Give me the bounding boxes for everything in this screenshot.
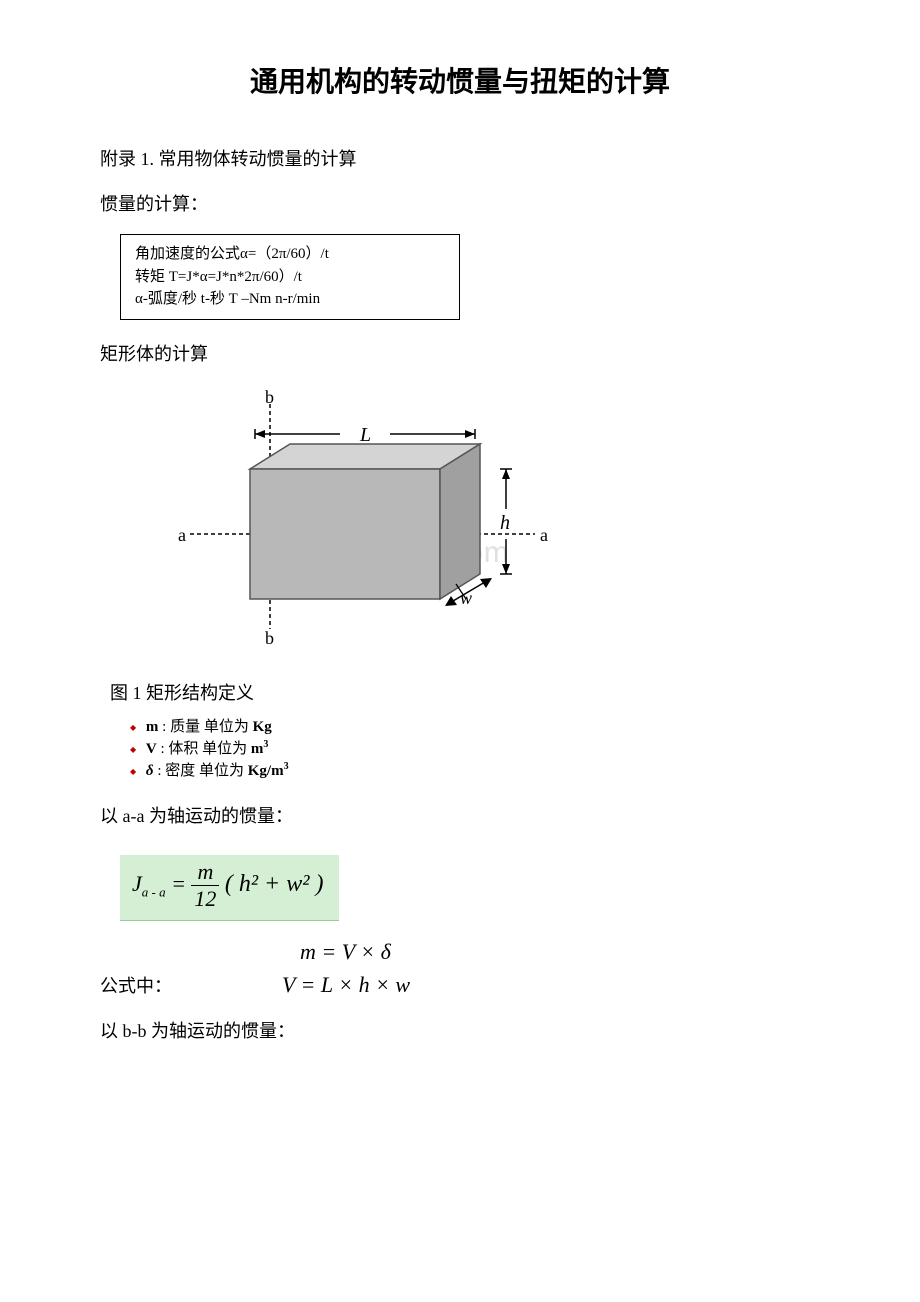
- formula-line-3: α-弧度/秒 t-秒 T –Nm n-r/min: [135, 288, 445, 311]
- rect-calc-heading: 矩形体的计算: [100, 340, 820, 369]
- label-h: h: [500, 512, 510, 534]
- formula-jaa: Ja - a = m12 ( h² + w² ): [132, 871, 323, 896]
- label-b-top: b: [265, 389, 274, 407]
- appendix-heading: 附录 1. 常用物体转动惯量的计算: [100, 145, 820, 174]
- label-b-bottom: b: [265, 628, 274, 648]
- formula-m: m = V × δ: [300, 935, 820, 968]
- defn-v: V : 体积 单位为 m3: [130, 738, 820, 760]
- label-L: L: [359, 424, 371, 446]
- inertia-calc-heading: 惯量的计算：: [100, 190, 820, 219]
- page-title: 通用机构的转动惯量与扭矩的计算: [100, 60, 820, 105]
- formula-prefix: 公式中：: [100, 972, 172, 1001]
- rect-diagram: www.bdocx.com L: [160, 389, 820, 649]
- cuboid-svg: L h w a a b b: [160, 389, 580, 649]
- label-a-right: a: [540, 525, 548, 545]
- formula-v: V = L × h × w: [282, 968, 410, 1001]
- defn-delta: δ : 密度 单位为 Kg/m3: [130, 760, 820, 782]
- symbol-definitions: m : 质量 单位为 Kg V : 体积 单位为 m3 δ : 密度 单位为 K…: [130, 717, 820, 782]
- angular-accel-formula-box: 角加速度的公式α=（2π/60）/t 转矩 T=J*α=J*n*2π/60）/t…: [120, 234, 460, 320]
- bb-axis-heading: 以 b-b 为轴运动的惯量：: [100, 1017, 820, 1046]
- aa-axis-heading: 以 a-a 为轴运动的惯量：: [100, 802, 820, 831]
- label-a-left: a: [178, 525, 186, 545]
- formula-jaa-box: Ja - a = m12 ( h² + w² ): [120, 855, 339, 921]
- formula-line-1: 角加速度的公式α=（2π/60）/t: [135, 243, 445, 266]
- figure-caption: 图 1 矩形结构定义: [110, 679, 820, 708]
- defn-m: m : 质量 单位为 Kg: [130, 717, 820, 738]
- formula-line-2: 转矩 T=J*α=J*n*2π/60）/t: [135, 266, 445, 289]
